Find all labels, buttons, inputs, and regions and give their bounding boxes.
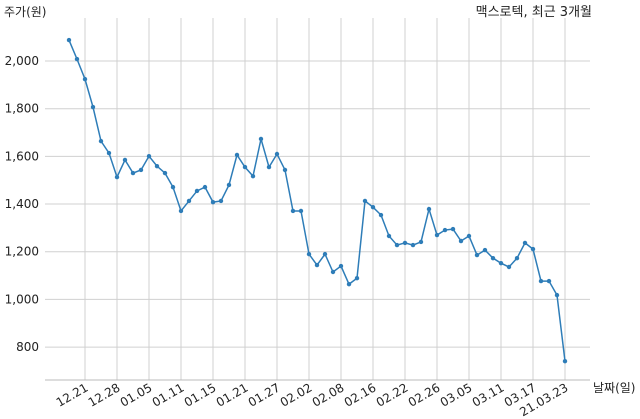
point (98, 138, 104, 144)
point (122, 157, 128, 163)
x-tick-label: 02.02 (278, 380, 315, 409)
point (82, 76, 88, 82)
point (282, 167, 288, 173)
point (538, 278, 544, 284)
point (514, 255, 520, 261)
point (146, 153, 152, 159)
point (74, 56, 80, 62)
point (90, 104, 96, 110)
point (474, 252, 480, 258)
point (210, 199, 216, 205)
point (218, 198, 224, 204)
point (186, 198, 192, 204)
point (258, 136, 264, 142)
point (354, 276, 360, 281)
point (298, 208, 304, 214)
point (306, 251, 312, 257)
point (546, 278, 552, 284)
point (106, 150, 112, 156)
point (402, 240, 408, 246)
point (410, 242, 416, 248)
point (130, 170, 136, 176)
x-tick-label: 12.28 (86, 380, 123, 409)
point (394, 242, 400, 248)
y-tick-label: 1,000 (5, 292, 39, 306)
point (194, 188, 200, 194)
point (562, 358, 568, 364)
point (426, 206, 432, 212)
x-tick-label: 01.27 (246, 380, 283, 409)
line (68, 39, 566, 362)
point (458, 238, 464, 244)
point (338, 263, 344, 269)
x-tick-label: 02.22 (374, 380, 411, 409)
point (154, 163, 160, 169)
x-tick-label: 01.05 (118, 380, 155, 409)
point (290, 208, 296, 214)
point (226, 182, 232, 188)
y-tick-label: 1,800 (5, 102, 39, 116)
y-tick-label: 2,000 (5, 54, 39, 68)
point (170, 184, 176, 190)
x-tick-label: 01.21 (214, 380, 251, 409)
y-axis-title: 주가(원) (4, 5, 46, 19)
x-tick-label: 01.15 (182, 380, 219, 409)
point (386, 233, 392, 239)
point (138, 167, 144, 173)
point (434, 232, 440, 238)
point (250, 173, 256, 179)
point (530, 246, 536, 252)
x-axis-title: 날짜(일) (593, 381, 635, 395)
point (554, 292, 560, 298)
x-tick-label: 02.26 (406, 380, 443, 409)
point (314, 262, 320, 268)
point (178, 208, 184, 214)
point (234, 152, 240, 158)
point (362, 198, 368, 204)
point (322, 251, 328, 257)
point (114, 174, 120, 180)
y-tick-label: 800 (16, 340, 39, 354)
point (450, 226, 456, 232)
point (490, 255, 496, 261)
point (266, 164, 272, 170)
x-tick-label: 02.16 (342, 380, 379, 409)
point (418, 239, 424, 245)
point (242, 164, 248, 170)
point (466, 233, 472, 239)
point (378, 212, 384, 218)
x-tick-label: 01.11 (150, 380, 187, 409)
x-tick-label: 03.05 (438, 380, 475, 409)
point (370, 204, 376, 210)
point (506, 264, 512, 270)
point (498, 260, 504, 266)
chart-title: 맥스로텍, 최근 3개월 (476, 5, 592, 20)
point (162, 170, 168, 176)
point (522, 240, 528, 246)
point (330, 269, 336, 275)
point (442, 227, 448, 233)
point (482, 247, 488, 253)
y-tick-label: 1,200 (5, 245, 39, 259)
y-tick-label: 1,600 (5, 149, 39, 163)
x-tick-label: 03.11 (470, 380, 507, 409)
point (274, 151, 280, 157)
point (346, 281, 352, 287)
y-tick-label: 1,400 (5, 197, 39, 211)
point (66, 37, 72, 43)
x-tick-label: 02.08 (310, 380, 347, 409)
point (202, 184, 208, 190)
x-tick-label: 12.21 (54, 380, 91, 409)
